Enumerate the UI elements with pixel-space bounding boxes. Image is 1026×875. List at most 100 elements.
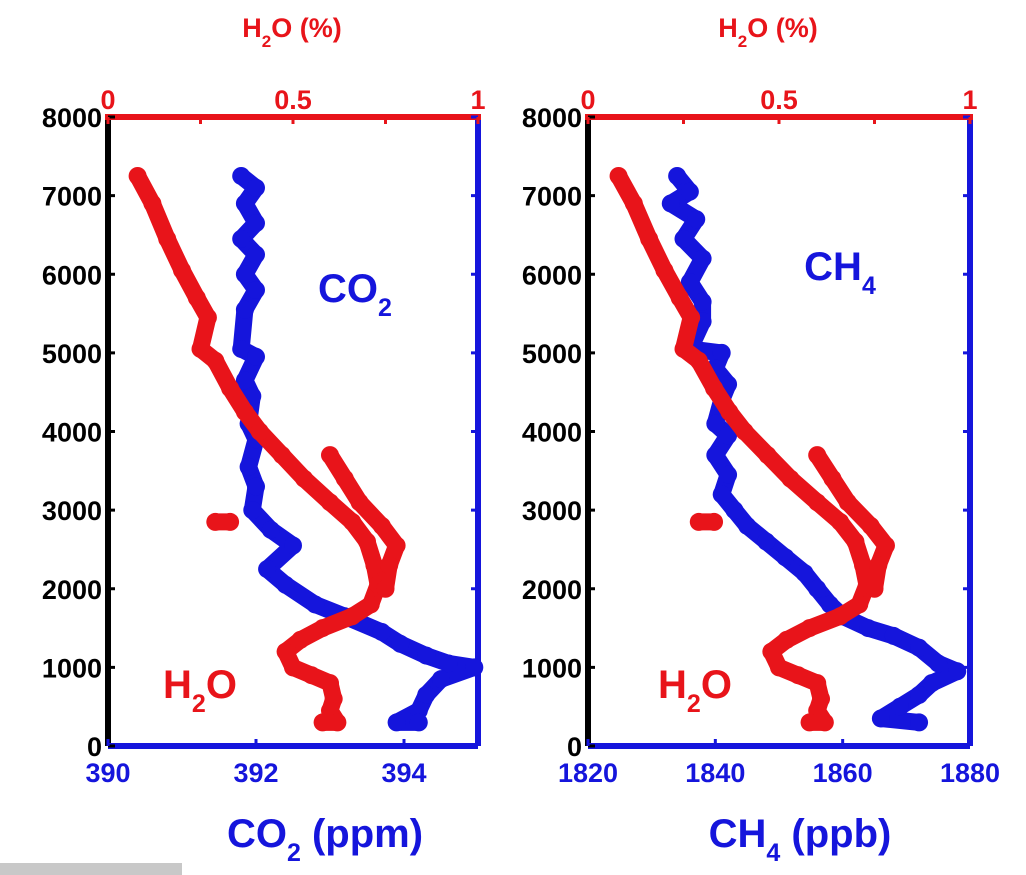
chart2-series-h2o-point <box>770 658 788 677</box>
chart1-series-h2o-point <box>313 713 332 732</box>
chart1-series-co2-point <box>306 595 325 614</box>
chart2-top-axis-title-main: H <box>718 13 738 43</box>
chart1-series-co2-point <box>235 194 254 213</box>
chart1-series-co2-point <box>247 245 265 264</box>
chart1-series-h2o-point <box>206 351 225 370</box>
chart2-series-h2o-point <box>808 493 827 512</box>
chart2-series-h2o-point <box>689 512 708 531</box>
chart1-series-h2o-point <box>321 674 339 693</box>
chart1-series-h2o-point <box>276 642 295 661</box>
chart2-series-h2o-point <box>655 261 674 280</box>
chart1-series-co2-point <box>372 622 391 641</box>
chart1-series-h2o-point <box>198 308 217 327</box>
chart1-bottom-tick-label: 390 <box>85 758 130 788</box>
chart2-left-tick-label: 3000 <box>522 496 582 526</box>
chart2-series-ch4-point <box>719 426 738 445</box>
chart1-series-h2o-point <box>206 512 225 531</box>
chart1-series-co2-point <box>235 371 254 390</box>
chart1-top-axis-title-rest: O (%) <box>271 13 342 43</box>
chart2-series-h2o-point <box>762 642 781 661</box>
chart2-series-h2o-point <box>789 666 808 685</box>
chart1-series-h2o-point <box>343 607 362 626</box>
chart2-top-tick-label: 1 <box>962 85 977 115</box>
chart2-left-tick-label: 2000 <box>522 575 582 605</box>
chart1-series-h2o-point <box>358 532 376 551</box>
chart1-left-tick-label: 5000 <box>42 339 102 369</box>
chart1-series-h2o-point <box>235 402 254 421</box>
chart1-series-h2o-point <box>291 630 310 649</box>
chart1-bottom-axis-title-main: CO <box>227 812 287 856</box>
chart2-series-ch4-point <box>808 579 827 598</box>
chart1-series-h2o-point <box>191 339 210 358</box>
chart2-bottom-axis-title-rest: (ppb) <box>780 812 891 856</box>
chart2-bottom-tick-label: 1840 <box>685 758 745 788</box>
chart1-bottom-tick-label: 394 <box>381 758 426 788</box>
chart1-series-h2o-point <box>321 493 339 512</box>
chart1-series-co2-point <box>247 347 265 366</box>
chart1-bottom-axis-title: CO2 (ppm) <box>227 812 423 867</box>
chart2-series-h2o-point <box>720 402 739 421</box>
chart1-left-tick-label: 2000 <box>42 575 102 605</box>
chart1-series-co2-point <box>284 536 302 555</box>
chart2-series-h2o-point <box>640 229 659 248</box>
chart2-series-h2o-point <box>823 469 842 488</box>
chart1-series-co2-point <box>387 713 406 732</box>
chart2-series-h2o-point <box>758 446 777 465</box>
chart1-series-h2o-point <box>187 288 206 307</box>
chart1-series-co2-point <box>417 685 436 704</box>
chart1-left-tick-label: 7000 <box>42 182 102 212</box>
chart2-series-ch4-point <box>910 685 929 704</box>
chart1-gas-label-sub: 2 <box>378 294 392 322</box>
chart1-series-h2o-point <box>350 493 369 512</box>
chart1-series-h2o-point <box>284 658 302 677</box>
chart1-left-tick-label: 8000 <box>42 103 102 133</box>
chart1-series-co2-point <box>261 520 280 539</box>
chart1-series-co2-point <box>391 634 410 653</box>
chart2-series-ch4-point <box>680 273 699 292</box>
chart1-series-h2o-point <box>158 229 177 248</box>
chart1-top-axis-title: H2O (%) <box>242 13 341 51</box>
chart2-series-h2o-point <box>735 422 754 441</box>
chart2-top-axis-title-rest: O (%) <box>747 13 818 43</box>
chart2-top-tick-label: 0.5 <box>760 85 798 115</box>
chart2-bottom-axis-title: CH4 (ppb) <box>709 812 892 867</box>
chart2-series-h2o-point <box>781 469 800 488</box>
chart2-bottom-axis-title-main: CH <box>709 812 767 856</box>
chart2-series-ch4-point <box>776 548 795 567</box>
chart2-series-ch4-point <box>922 674 941 693</box>
chart1-series-co2-point <box>232 229 251 248</box>
chart2-series-ch4-point <box>910 713 929 732</box>
chart2-series-ch4-point <box>910 638 929 657</box>
chart2-bottom-tick-label: 1820 <box>558 758 618 788</box>
chart2-series-ch4-point <box>693 249 712 268</box>
chart2-series-ch4-point <box>948 662 967 681</box>
chart2-series-h2o-point <box>850 595 869 614</box>
chart2-series-h2o-point <box>705 512 724 531</box>
chart2-series-ch4-point <box>725 501 744 520</box>
chart2-series-ch4-point <box>706 414 725 433</box>
chart1-series-h2o-point <box>272 446 291 465</box>
chart1-gas-label: CO2 <box>318 267 392 322</box>
chart2-left-tick-label: 7000 <box>522 182 582 212</box>
chart1-top-axis-title-main: H <box>242 13 262 43</box>
chart2-series-h2o-point <box>838 493 857 512</box>
chart1-series-co2-point <box>247 280 265 299</box>
chart1-series-co2-point <box>243 501 262 520</box>
chart1-water-label-sub: 2 <box>192 690 206 718</box>
chart2-top-axis-title: H2O (%) <box>718 13 817 51</box>
chart2-gas-label-sub: 4 <box>862 272 876 300</box>
chart1-left-tick-label: 4000 <box>42 418 102 448</box>
chart1-series-h2o-point <box>221 379 240 398</box>
chart1-series-h2o-point <box>221 512 240 531</box>
chart1-series-co2-point <box>247 477 265 496</box>
chart2-series-h2o-point <box>861 516 880 535</box>
chart2-water-label-main: H <box>658 663 687 707</box>
chart1-series-h2o-point <box>365 556 384 575</box>
chart1-series-co2-point <box>409 713 428 732</box>
chart2-series-ch4-point <box>859 619 878 638</box>
chart2-series-h2o-point <box>689 351 708 370</box>
chart2-left-tick-label: 4000 <box>522 418 582 448</box>
chart2-series-h2o-point <box>674 339 693 358</box>
chart1-top-axis-title-sub: 2 <box>262 32 271 51</box>
chart2-left-tick-label: 0 <box>567 732 582 762</box>
